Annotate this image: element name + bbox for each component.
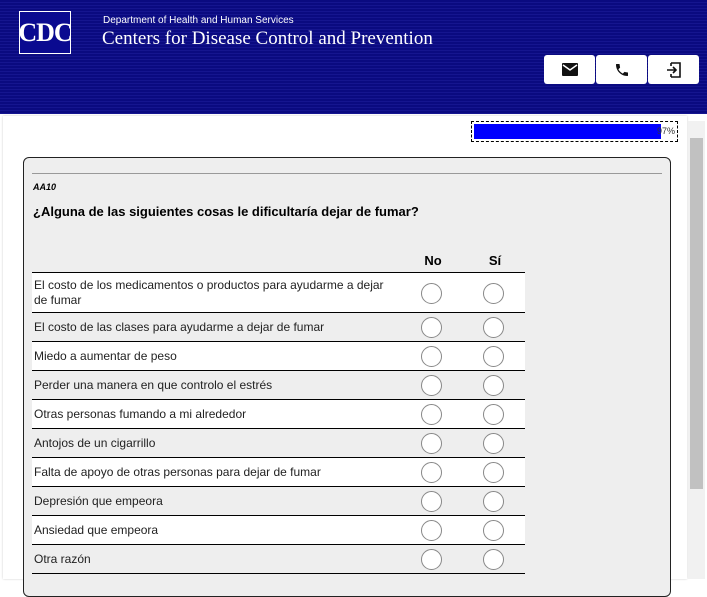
grid-row: Miedo a aumentar de peso (32, 342, 525, 371)
site-header: CDC Department of Health and Human Servi… (0, 0, 707, 114)
radio-no[interactable] (421, 520, 442, 541)
email-button[interactable] (544, 55, 595, 84)
grid-row: Otra razón (32, 545, 525, 574)
radio-si[interactable] (483, 282, 504, 304)
radio-si[interactable] (483, 520, 504, 541)
radio-si[interactable] (483, 346, 504, 367)
grid-row: Ansiedad que empeora (32, 516, 525, 545)
phone-icon (615, 63, 628, 76)
exit-button[interactable] (648, 55, 699, 84)
department-name: Department of Health and Human Services (103, 15, 294, 26)
radio-si[interactable] (483, 491, 504, 512)
column-header-si: Sí (488, 253, 502, 268)
exit-icon (666, 61, 681, 78)
row-label: Antojos de un cigarrillo (34, 435, 156, 450)
radio-no[interactable] (421, 491, 442, 512)
row-label: Otras personas fumando a mi alrededor (34, 406, 247, 421)
radio-si[interactable] (483, 317, 504, 338)
radio-si[interactable] (483, 433, 504, 454)
grid-row: Perder una manera en que controlo el est… (32, 371, 525, 400)
question-id: AA10 (33, 182, 57, 192)
radio-no[interactable] (421, 462, 442, 483)
row-label: Otra razón (34, 551, 91, 566)
row-label: Perder una manera en que controlo el est… (34, 377, 273, 392)
row-label: Falta de apoyo de otras personas para de… (34, 464, 321, 479)
radio-si[interactable] (483, 404, 504, 425)
progress-fill (474, 124, 661, 139)
grid-row: Depresión que empeora (32, 487, 525, 516)
grid-row: Otras personas fumando a mi alrededor (32, 400, 525, 429)
row-label: Ansiedad que empeora (34, 522, 159, 537)
radio-no[interactable] (421, 317, 442, 338)
radio-no[interactable] (421, 549, 442, 570)
radio-si[interactable] (483, 462, 504, 483)
row-label: Depresión que empeora (34, 493, 163, 508)
progress-label: 97% (656, 126, 675, 136)
question-grid: El costo de los medicamentos o productos… (32, 272, 525, 574)
radio-si[interactable] (483, 375, 504, 396)
radio-si[interactable] (483, 549, 504, 570)
question-text: ¿Alguna de las siguientes cosas le dific… (33, 204, 419, 219)
scrollbar[interactable] (688, 121, 705, 579)
radio-no[interactable] (421, 404, 442, 425)
divider (32, 173, 662, 174)
agency-name: Centers for Disease Control and Preventi… (102, 28, 433, 49)
progress-bar: 97% (471, 121, 678, 142)
radio-no[interactable] (421, 375, 442, 396)
grid-row: El costo de las clases para ayudarme a d… (32, 313, 525, 342)
column-header-no: No (424, 253, 442, 268)
grid-row: Antojos de un cigarrillo (32, 429, 525, 458)
radio-no[interactable] (421, 433, 442, 454)
question-card: AA10 ¿Alguna de las siguientes cosas le … (23, 157, 671, 597)
phone-button[interactable] (596, 55, 647, 84)
radio-no[interactable] (421, 282, 442, 304)
grid-row: Falta de apoyo de otras personas para de… (32, 458, 525, 487)
row-label: Miedo a aumentar de peso (34, 348, 177, 363)
row-label: El costo de las clases para ayudarme a d… (34, 319, 325, 334)
mail-icon (561, 63, 578, 76)
scrollbar-thumb[interactable] (690, 138, 703, 489)
grid-row: El costo de los medicamentos o productos… (32, 273, 525, 313)
cdc-logo: CDC (18, 11, 73, 54)
radio-no[interactable] (421, 346, 442, 367)
row-label: El costo de los medicamentos o productos… (34, 277, 384, 307)
